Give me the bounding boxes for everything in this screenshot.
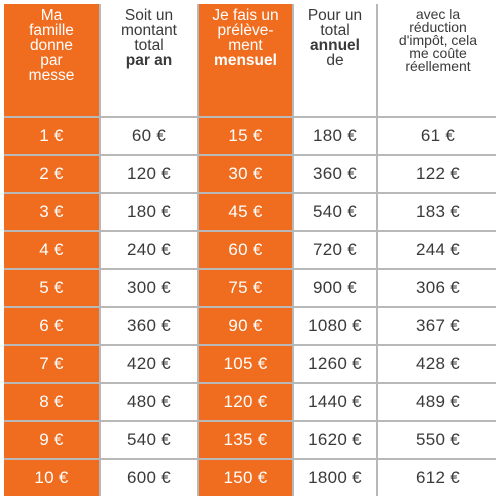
cell-don: 10 € [4,460,99,496]
cell-reel: 61 € [378,118,498,154]
cell-total: 1080 € [294,308,376,344]
cell-don: 8 € [4,384,99,420]
cell-don: 9 € [4,422,99,458]
cell-don: 6 € [4,308,99,344]
header-line: total [134,37,164,54]
cell-reel: 122 € [378,156,498,192]
cell-don: 5 € [4,270,99,306]
header-line: Pour un [307,7,363,24]
header-line: Ma [40,7,63,24]
cell-don: 3 € [4,194,99,230]
header-line: total [320,22,350,39]
header-prelevement-mensuel: Je fais un prélève- ment mensuel [199,4,292,116]
header-famille-donne: Ma famille donne par messe [4,4,99,116]
cell-reel: 612 € [378,460,498,496]
cell-reel: 550 € [378,422,498,458]
cell-mensuel: 30 € [199,156,292,192]
cell-don: 1 € [4,118,99,154]
header-line: prélève- [217,22,274,39]
cell-annuel: 240 € [101,232,197,268]
cell-total: 1620 € [294,422,376,458]
cell-annuel: 420 € [101,346,197,382]
cell-mensuel: 150 € [199,460,292,496]
header-line: d'impôt, cela [398,32,478,48]
header-line-bold: mensuel [214,52,277,69]
header-line-bold: par an [125,52,173,69]
header-line: Je fais un [212,7,279,24]
cell-mensuel: 105 € [199,346,292,382]
cell-annuel: 480 € [101,384,197,420]
cell-reel: 367 € [378,308,498,344]
cell-reel: 306 € [378,270,498,306]
header-cout-reel: avec la réduction d'impôt, cela me coûte… [378,4,498,116]
header-line: donne [29,37,74,54]
cell-annuel: 600 € [101,460,197,496]
cell-total: 900 € [294,270,376,306]
cell-reel: 183 € [378,194,498,230]
cell-annuel: 180 € [101,194,197,230]
cell-total: 360 € [294,156,376,192]
header-line: de [326,52,344,69]
cell-mensuel: 75 € [199,270,292,306]
cell-reel: 489 € [378,384,498,420]
header-line: réellement [405,58,471,74]
cell-annuel: 60 € [101,118,197,154]
cell-reel: 244 € [378,232,498,268]
cell-total: 180 € [294,118,376,154]
header-line: par [40,52,63,69]
cell-annuel: 120 € [101,156,197,192]
header-line: famille [29,22,74,39]
cell-total: 1440 € [294,384,376,420]
cell-annuel: 300 € [101,270,197,306]
cell-mensuel: 90 € [199,308,292,344]
header-line: avec la [415,6,461,22]
cell-reel: 428 € [378,346,498,382]
cell-total: 1800 € [294,460,376,496]
cell-annuel: 540 € [101,422,197,458]
cell-mensuel: 120 € [199,384,292,420]
header-total-annuel: Pour un total annuel de [294,4,376,116]
cell-mensuel: 60 € [199,232,292,268]
cell-total: 1260 € [294,346,376,382]
header-line: me coûte [409,45,467,61]
header-line: Soit un [124,7,174,24]
header-line: montant [120,22,177,39]
donation-table: Ma famille donne par messe Soit un monta… [4,4,498,496]
cell-mensuel: 15 € [199,118,292,154]
header-line: messe [28,67,75,84]
cell-don: 4 € [4,232,99,268]
cell-annuel: 360 € [101,308,197,344]
cell-total: 720 € [294,232,376,268]
cell-total: 540 € [294,194,376,230]
header-line: ment [228,37,263,54]
cell-mensuel: 135 € [199,422,292,458]
cell-don: 2 € [4,156,99,192]
cell-mensuel: 45 € [199,194,292,230]
header-montant-annuel: Soit un montant total par an [101,4,197,116]
cell-don: 7 € [4,346,99,382]
header-line: réduction [409,19,467,35]
header-line-bold: annuel [310,37,360,54]
